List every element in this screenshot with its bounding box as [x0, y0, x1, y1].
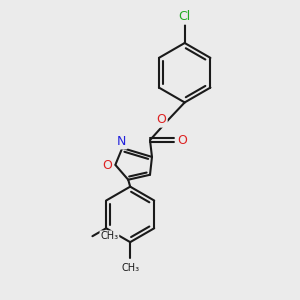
- Text: O: O: [177, 134, 187, 147]
- Text: N: N: [117, 135, 126, 148]
- Text: CH₃: CH₃: [121, 263, 139, 273]
- Text: CH₃: CH₃: [100, 231, 118, 241]
- Text: O: O: [156, 113, 166, 126]
- Text: O: O: [103, 159, 112, 172]
- Text: Cl: Cl: [178, 10, 191, 23]
